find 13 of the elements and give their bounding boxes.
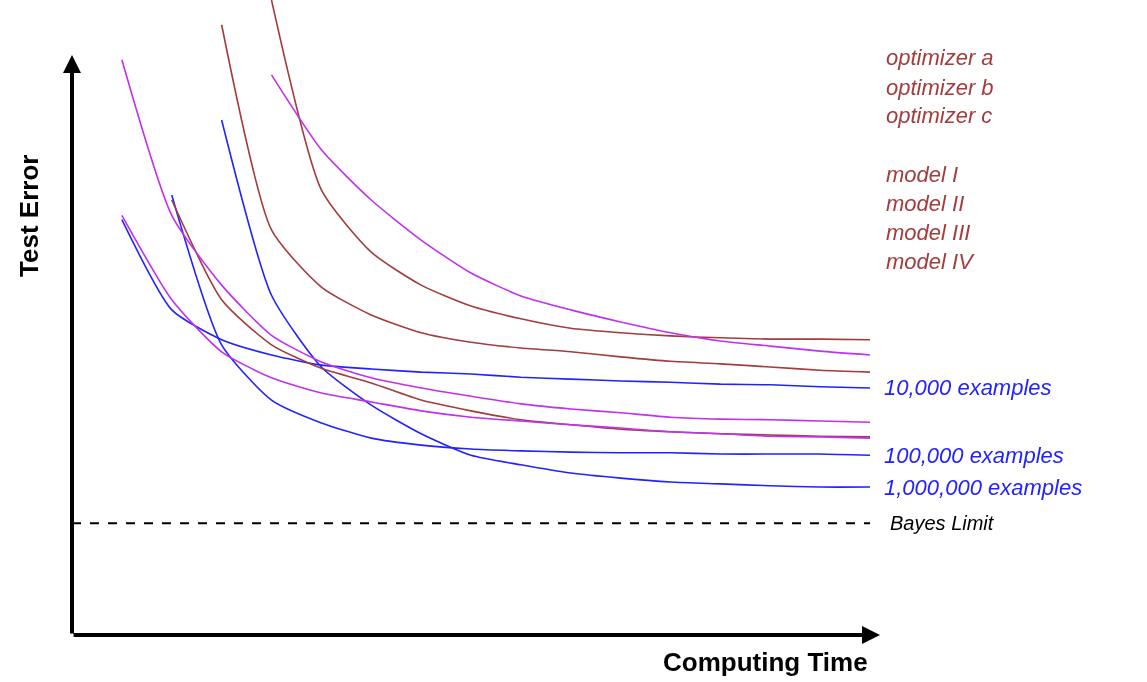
text: model I xyxy=(886,162,959,187)
x-axis-title: Computing Time xyxy=(663,647,868,677)
text: model II xyxy=(886,191,965,216)
series-label: 1,000,000 examples xyxy=(884,475,1083,500)
text: model IV xyxy=(886,249,976,274)
ref-line-label: Bayes Limit xyxy=(890,512,995,534)
text: optimizer c xyxy=(886,103,993,128)
series-label: 100,000 examples xyxy=(884,443,1064,468)
series-label: 10,000 examples xyxy=(884,375,1052,400)
text: model III xyxy=(886,220,971,245)
text: optimizer a xyxy=(886,45,994,70)
y-axis-title: Test Error xyxy=(14,154,45,277)
text: optimizer b xyxy=(886,75,994,100)
